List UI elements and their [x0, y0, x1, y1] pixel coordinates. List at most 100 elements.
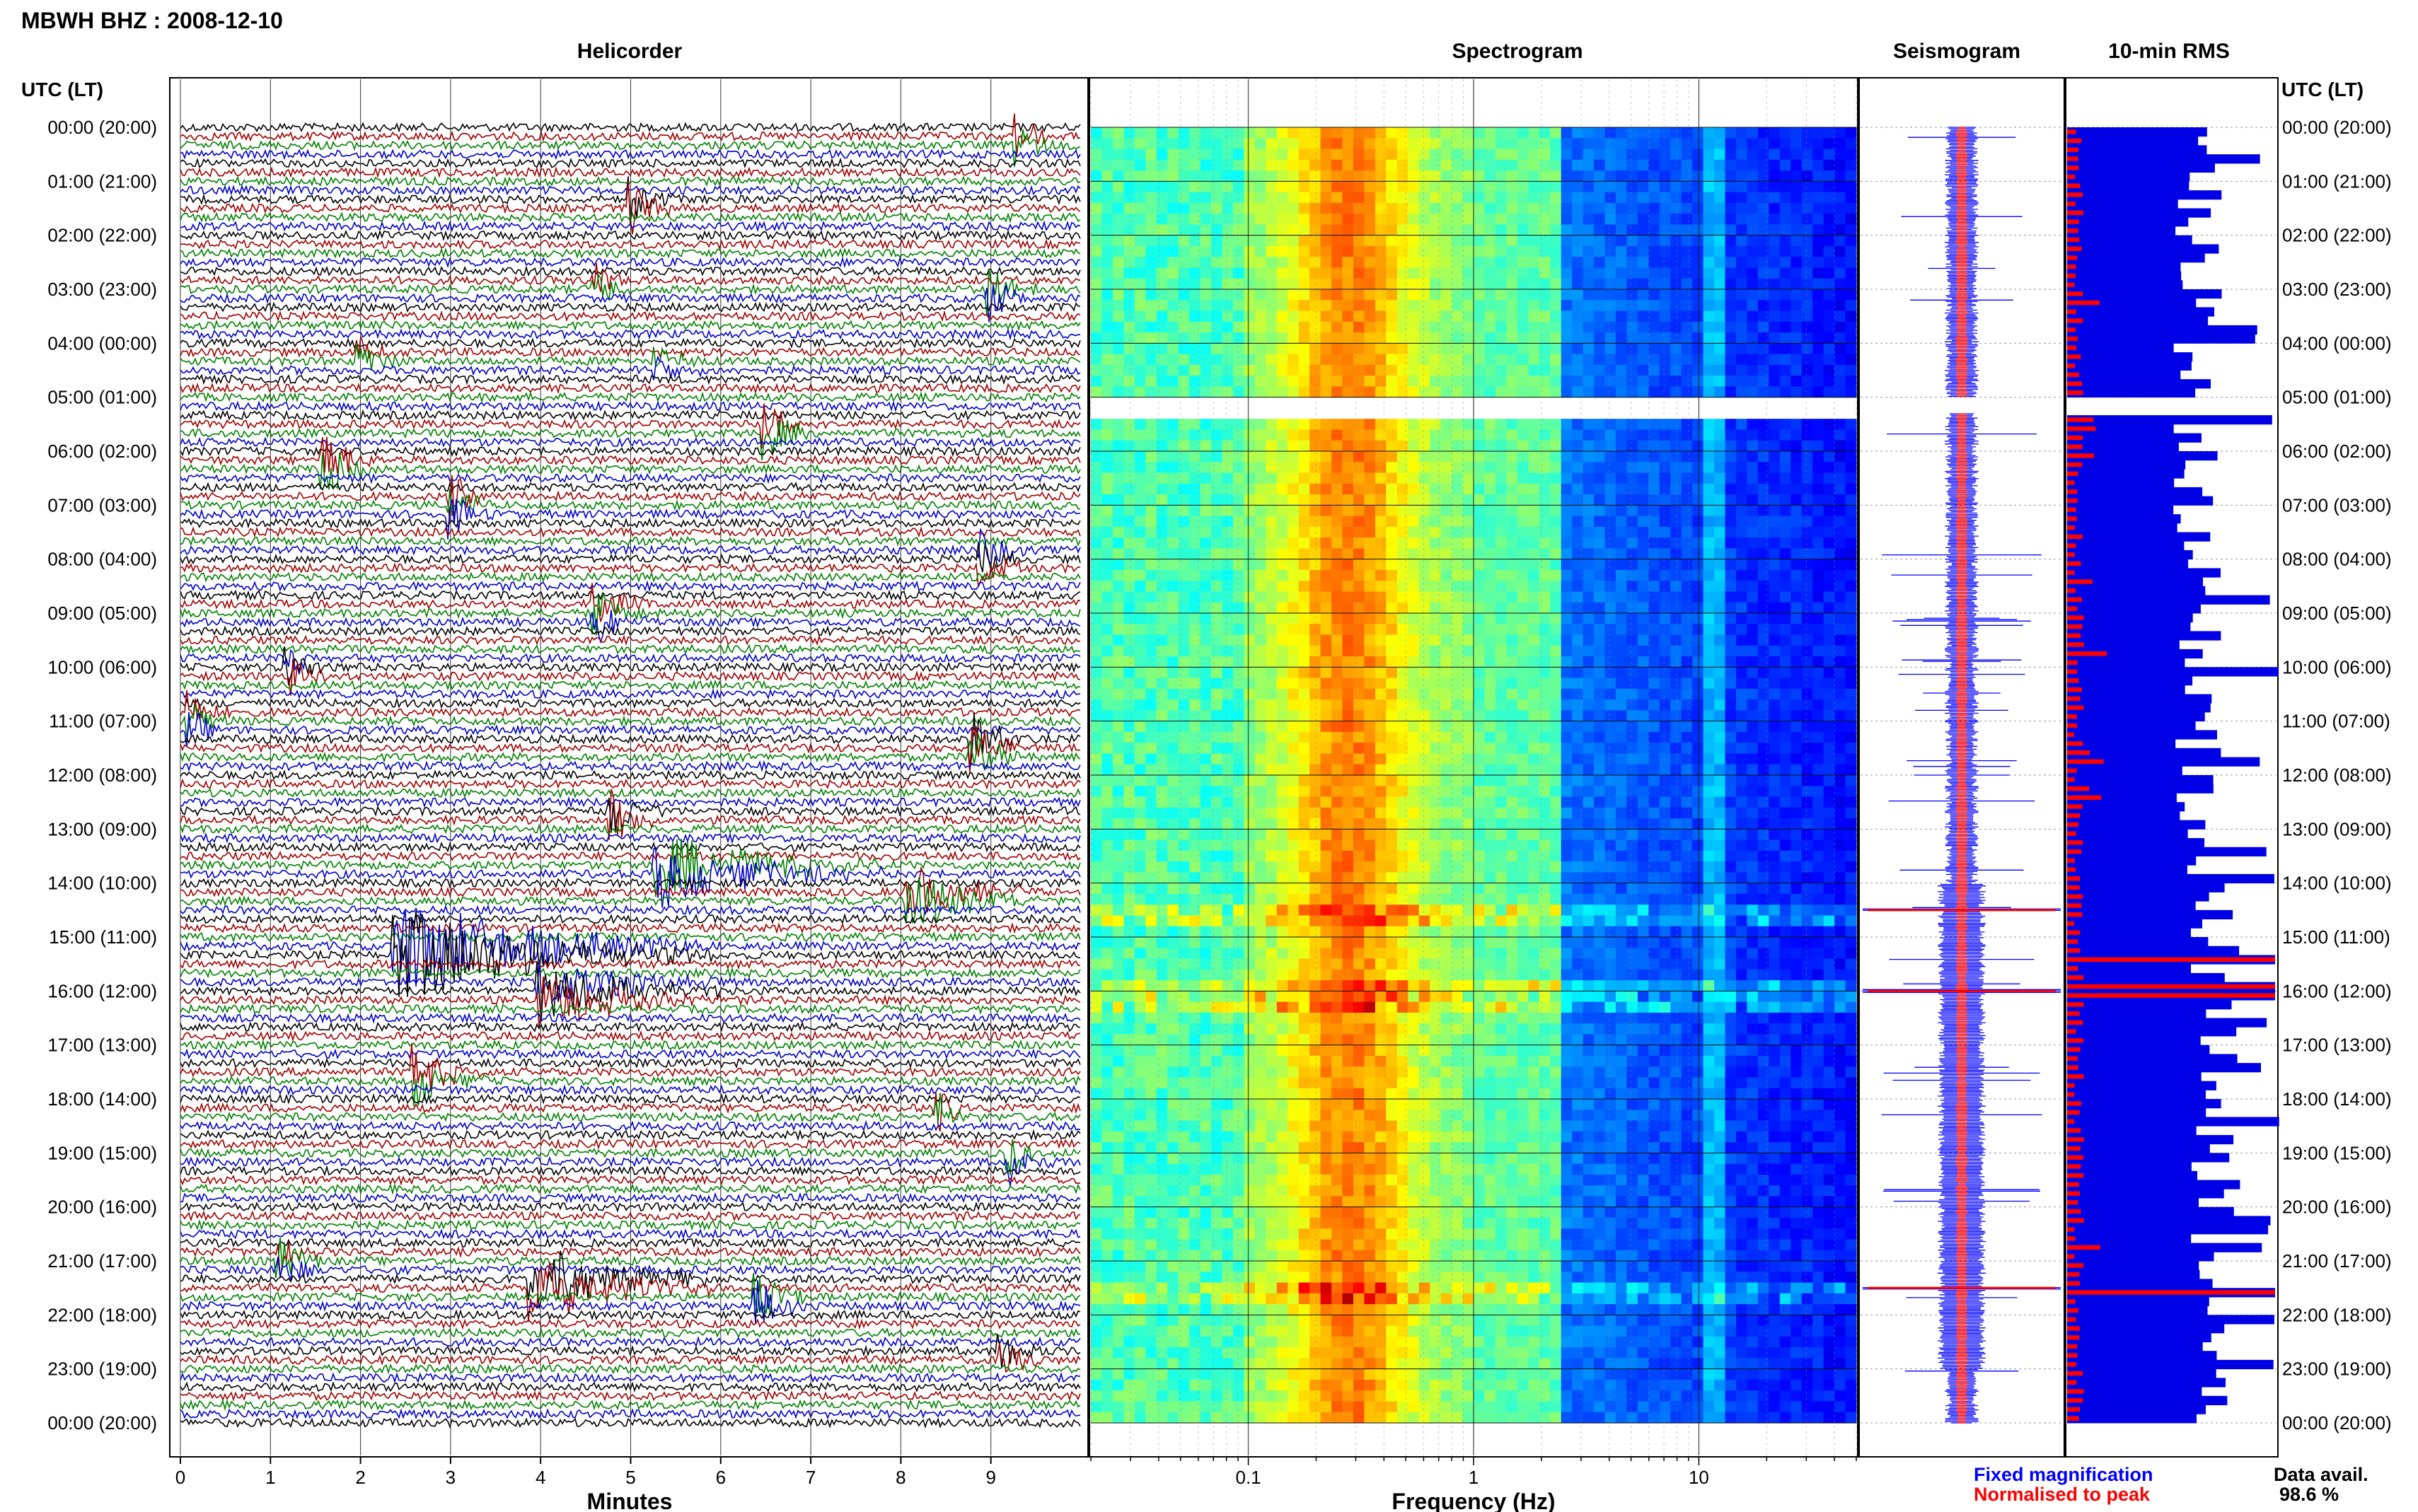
spectrogram-cell [1714, 332, 1726, 344]
spectrogram-cell [1692, 764, 1704, 776]
spectrogram-cell [1845, 678, 1857, 690]
spectrogram-cell [1222, 451, 1234, 463]
spectrogram-cell [1418, 839, 1430, 851]
spectrogram-cell [1572, 159, 1584, 171]
spectrogram-cell [1769, 688, 1781, 700]
spectrogram-cell [1112, 245, 1124, 257]
spectrogram-cell [1342, 591, 1354, 603]
spectrogram-cell [1288, 202, 1300, 214]
spectrogram-cell [1189, 321, 1201, 333]
spectrogram-cell [1309, 516, 1321, 528]
spectrogram-cell [1320, 775, 1332, 786]
spectrogram-cell [1440, 731, 1452, 743]
spectrogram-cell [1550, 376, 1562, 387]
spectrogram-cell [1408, 818, 1420, 830]
spectrogram-cell [1364, 602, 1376, 614]
spectrogram-cell [1757, 613, 1769, 624]
spectrogram-cell [1418, 192, 1430, 204]
spectrogram-cell [1364, 181, 1376, 193]
spectrogram-cell [1506, 138, 1518, 150]
spectrogram-cell [1769, 678, 1781, 690]
spectrogram-cell [1156, 559, 1168, 571]
spectrogram-cell [1408, 149, 1420, 161]
spectrogram-cell [1156, 591, 1168, 603]
spectrogram-cell [1604, 688, 1616, 700]
spectrogram-cell [1594, 624, 1606, 636]
spectrogram-cell [1604, 634, 1616, 646]
spectrogram-cell [1232, 699, 1244, 711]
helicorder-x-tick-label: 8 [896, 1467, 906, 1488]
spectrogram-cell [1692, 472, 1704, 484]
spectrogram-cell [1791, 688, 1803, 700]
spectrogram-cell [1474, 786, 1486, 798]
spectrogram-cell [1604, 472, 1616, 484]
spectrogram-cell [1309, 699, 1321, 711]
spectrogram-cell [1134, 624, 1146, 636]
spectrogram-cell [1703, 581, 1715, 593]
spectrogram-cell [1386, 386, 1398, 398]
spectrogram-cell [1506, 753, 1518, 765]
spectrogram-cell [1681, 721, 1693, 733]
spectrogram-cell [1145, 149, 1157, 161]
spectrogram-cell [1626, 300, 1638, 312]
spectrogram-cell [1670, 559, 1682, 571]
spectrogram-cell [1342, 192, 1354, 204]
spectrogram-cell [1276, 678, 1288, 690]
spectrogram-cell [1703, 127, 1715, 139]
spectrogram-cell [1452, 613, 1464, 624]
spectrogram-cell [1615, 386, 1627, 398]
spectrogram-cell [1266, 516, 1278, 528]
spectrogram-cell [1637, 829, 1649, 841]
spectrogram-cell [1408, 376, 1420, 387]
spectrogram-cell [1452, 667, 1464, 679]
spectrogram-cell [1779, 440, 1791, 452]
spectrogram-cell [1823, 181, 1835, 193]
spectrogram-cell [1375, 613, 1387, 624]
spectrogram-cell [1200, 526, 1212, 538]
spectrogram-cell [1123, 569, 1135, 581]
spectrogram-cell [1408, 537, 1420, 549]
spectrogram-cell [1484, 764, 1496, 776]
spectrogram-cell [1101, 645, 1113, 657]
spectrogram-cell [1211, 710, 1223, 722]
spectrogram-cell [1692, 634, 1704, 646]
spectrogram-cell [1594, 376, 1606, 387]
spectrogram-cell [1528, 462, 1540, 474]
spectrogram-cell [1561, 202, 1573, 214]
spectrogram-cell [1791, 753, 1803, 765]
spectrogram-cell [1561, 613, 1573, 624]
spectrogram-cell [1484, 796, 1496, 808]
spectrogram-cell [1145, 310, 1157, 322]
spectrogram-cell [1583, 613, 1595, 624]
spectrogram-cell [1834, 624, 1846, 636]
spectrogram-cell [1615, 537, 1627, 549]
spectrogram-cell [1474, 796, 1486, 808]
spectrogram-cell [1331, 796, 1343, 808]
spectrogram-cell [1626, 613, 1638, 624]
spectrogram-cell [1550, 591, 1562, 603]
spectrogram-cell [1823, 613, 1835, 624]
spectrogram-cell [1626, 829, 1638, 841]
spectrogram-cell [1572, 451, 1584, 463]
spectrogram-cell [1725, 472, 1737, 484]
spectrogram-cell [1747, 548, 1759, 560]
spectrogram-cell [1747, 332, 1759, 344]
spectrogram-cell [1167, 138, 1179, 150]
spectrogram-cell [1440, 257, 1452, 269]
spectrogram-cell [1528, 624, 1540, 636]
spectrogram-cell [1517, 818, 1529, 830]
spectrogram-cell [1812, 699, 1824, 711]
spectrogram-cell [1342, 721, 1354, 733]
spectrogram-cell [1572, 796, 1584, 808]
spectrogram-cell [1550, 354, 1562, 366]
spectrogram-cell [1418, 753, 1430, 765]
spectrogram-cell [1440, 786, 1452, 798]
spectrogram-cell [1747, 634, 1759, 646]
spectrogram-cell [1112, 731, 1124, 743]
spectrogram-cell [1375, 202, 1387, 214]
spectrogram-cell [1791, 829, 1803, 841]
spectrogram-cell [1430, 483, 1442, 495]
spectrogram-cell [1232, 526, 1244, 538]
hour-label-left: 19:00 (15:00) [47, 1142, 157, 1163]
spectrogram-cell [1659, 634, 1671, 646]
